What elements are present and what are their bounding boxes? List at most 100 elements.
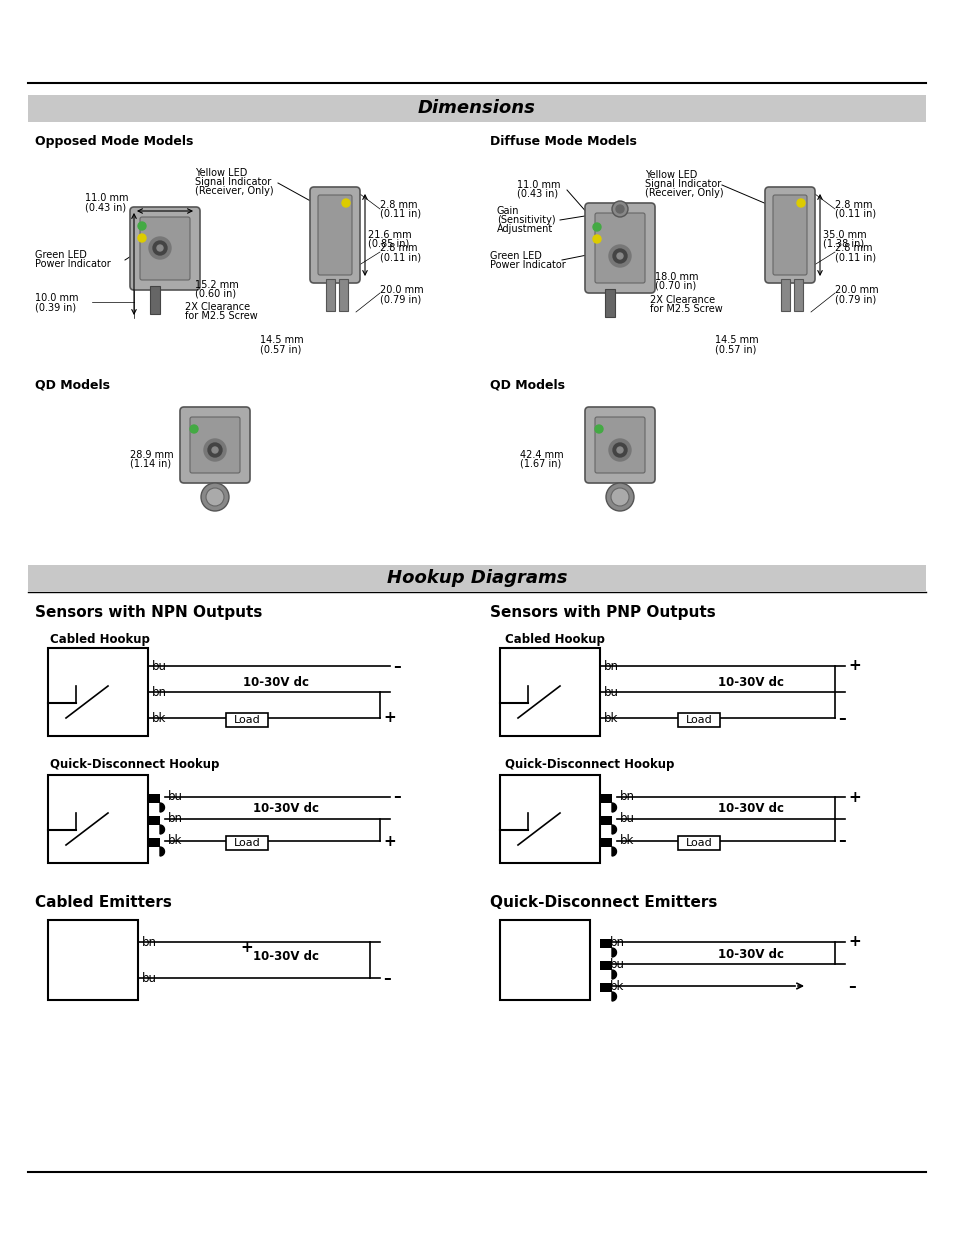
Text: bk: bk: [619, 835, 634, 847]
FancyBboxPatch shape: [140, 217, 190, 280]
Bar: [599, 983, 612, 992]
Text: bn: bn: [603, 659, 618, 673]
Text: (Sensitivity): (Sensitivity): [497, 215, 555, 225]
Text: Dimensions: Dimensions: [417, 99, 536, 117]
Text: Load: Load: [685, 839, 712, 848]
Circle shape: [612, 201, 627, 217]
Text: bn: bn: [619, 790, 635, 804]
Text: bk: bk: [603, 711, 618, 725]
Bar: [28, 564, 925, 592]
Text: 11.0 mm: 11.0 mm: [85, 193, 129, 203]
Circle shape: [206, 488, 224, 506]
Circle shape: [613, 249, 626, 263]
Text: Power Indicator: Power Indicator: [490, 261, 565, 270]
Circle shape: [208, 443, 222, 457]
Text: Gain: Gain: [497, 206, 519, 216]
Text: (Receiver, Only): (Receiver, Only): [644, 188, 723, 198]
Text: (0.11 in): (0.11 in): [834, 209, 875, 219]
Text: bk: bk: [168, 835, 182, 847]
FancyBboxPatch shape: [190, 417, 240, 473]
Text: +: +: [382, 834, 395, 848]
Bar: [599, 794, 612, 803]
Text: 2.8 mm: 2.8 mm: [834, 243, 872, 253]
Bar: [499, 776, 599, 863]
Text: 2.8 mm: 2.8 mm: [379, 200, 417, 210]
Text: 21.6 mm: 21.6 mm: [368, 230, 411, 240]
Text: 20.0 mm: 20.0 mm: [834, 285, 878, 295]
Bar: [226, 836, 268, 850]
FancyBboxPatch shape: [595, 212, 644, 283]
Text: QD Models: QD Models: [490, 378, 564, 391]
Circle shape: [190, 425, 198, 433]
Text: 11.0 mm: 11.0 mm: [517, 180, 560, 190]
Text: (1.67 in): (1.67 in): [519, 459, 560, 469]
Text: –: –: [847, 978, 855, 993]
FancyBboxPatch shape: [584, 408, 655, 483]
FancyBboxPatch shape: [584, 203, 655, 293]
Text: 2X Clearance: 2X Clearance: [185, 303, 250, 312]
FancyBboxPatch shape: [130, 207, 200, 290]
Polygon shape: [612, 847, 616, 856]
Text: Load: Load: [685, 715, 712, 725]
FancyBboxPatch shape: [764, 186, 814, 283]
Text: bn: bn: [142, 935, 157, 948]
Text: bu: bu: [619, 813, 635, 825]
Bar: [678, 713, 720, 727]
Bar: [148, 839, 160, 847]
Text: 10-30V dc: 10-30V dc: [718, 803, 783, 815]
Text: (0.43 in): (0.43 in): [85, 203, 126, 212]
Text: (Receiver, Only): (Receiver, Only): [194, 186, 274, 196]
Text: (0.70 in): (0.70 in): [655, 282, 696, 291]
Text: Yellow LED: Yellow LED: [644, 170, 697, 180]
Circle shape: [616, 205, 623, 212]
Circle shape: [608, 245, 630, 267]
Text: bn: bn: [609, 935, 624, 948]
Text: +: +: [382, 710, 395, 725]
Circle shape: [204, 438, 226, 461]
Bar: [499, 920, 589, 1000]
Text: –: –: [382, 971, 391, 986]
Text: (0.39 in): (0.39 in): [35, 303, 76, 312]
Polygon shape: [160, 847, 164, 856]
Text: (0.43 in): (0.43 in): [517, 189, 558, 199]
FancyBboxPatch shape: [310, 186, 359, 283]
Text: 10.0 mm: 10.0 mm: [35, 293, 78, 303]
Circle shape: [796, 199, 804, 207]
Text: –: –: [837, 710, 845, 725]
Text: bu: bu: [152, 659, 167, 673]
Text: for M2.5 Screw: for M2.5 Screw: [185, 311, 257, 321]
Text: Cabled Hookup: Cabled Hookup: [504, 634, 604, 646]
Circle shape: [152, 241, 167, 254]
Bar: [326, 279, 335, 311]
Text: Opposed Mode Models: Opposed Mode Models: [35, 135, 193, 148]
Bar: [148, 816, 160, 825]
Text: bk: bk: [152, 711, 166, 725]
Text: (0.11 in): (0.11 in): [379, 252, 420, 262]
Polygon shape: [612, 948, 616, 957]
Text: for M2.5 Screw: for M2.5 Screw: [649, 304, 722, 314]
Text: +: +: [240, 941, 253, 956]
Text: (0.79 in): (0.79 in): [379, 294, 421, 304]
Text: Signal Indicator: Signal Indicator: [644, 179, 720, 189]
Text: Signal Indicator: Signal Indicator: [194, 177, 271, 186]
Text: (0.11 in): (0.11 in): [834, 252, 875, 262]
Circle shape: [610, 488, 628, 506]
Text: (0.60 in): (0.60 in): [194, 289, 236, 299]
Text: Sensors with PNP Outputs: Sensors with PNP Outputs: [490, 605, 715, 620]
Text: bu: bu: [142, 972, 157, 984]
Bar: [150, 287, 160, 314]
Bar: [48, 776, 148, 863]
Text: bn: bn: [168, 813, 183, 825]
Text: 14.5 mm: 14.5 mm: [714, 335, 758, 345]
Text: 10-30V dc: 10-30V dc: [718, 947, 783, 961]
Text: bn: bn: [152, 685, 167, 699]
Text: Load: Load: [233, 715, 260, 725]
Text: 10-30V dc: 10-30V dc: [718, 676, 783, 688]
Bar: [499, 648, 599, 736]
Text: 10-30V dc: 10-30V dc: [243, 676, 309, 688]
Text: Yellow LED: Yellow LED: [194, 168, 247, 178]
Text: Quick-Disconnect Emitters: Quick-Disconnect Emitters: [490, 895, 717, 910]
Bar: [599, 816, 612, 825]
Text: (1.14 in): (1.14 in): [130, 459, 171, 469]
Text: 35.0 mm: 35.0 mm: [822, 230, 865, 240]
